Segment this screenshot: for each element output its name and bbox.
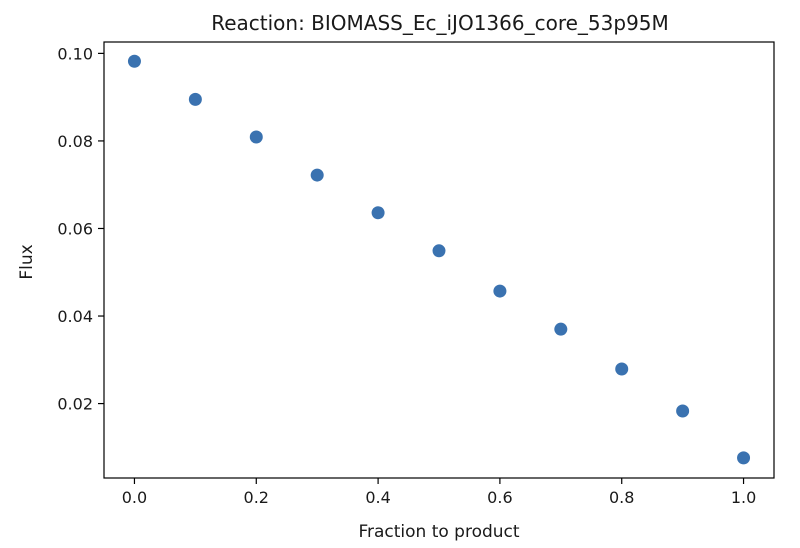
data-point — [493, 284, 507, 298]
y-axis-label: Flux — [17, 244, 37, 279]
y-tick-label: 0.06 — [57, 219, 93, 238]
data-point — [554, 322, 568, 336]
x-tick-label: 0.0 — [122, 488, 147, 507]
y-tick-label: 0.08 — [57, 132, 93, 151]
x-tick-label: 0.6 — [487, 488, 512, 507]
data-point — [615, 362, 629, 376]
chart-title: Reaction: BIOMASS_Ec_iJO1366_core_53p95M — [211, 11, 669, 35]
x-tick-label: 1.0 — [731, 488, 756, 507]
y-tick-label: 0.04 — [57, 307, 93, 326]
x-tick-label: 0.2 — [244, 488, 269, 507]
data-point — [737, 451, 751, 465]
data-point — [676, 404, 690, 418]
x-axis-ticks: 0.0 0.2 0.4 0.6 0.8 1.0 — [122, 478, 756, 507]
data-point — [127, 54, 141, 68]
x-tick-label: 0.4 — [365, 488, 390, 507]
data-points — [127, 54, 751, 465]
x-axis-label: Fraction to product — [358, 522, 519, 542]
y-tick-label: 0.10 — [57, 44, 93, 63]
plot-area — [103, 41, 775, 479]
data-point — [310, 168, 324, 182]
data-point — [371, 206, 385, 220]
data-point — [249, 130, 263, 144]
data-point — [188, 92, 202, 106]
x-tick-label: 0.8 — [609, 488, 634, 507]
y-tick-label: 0.02 — [57, 395, 93, 414]
data-point — [432, 244, 446, 258]
y-axis-ticks: 0.02 0.04 0.06 0.08 0.10 — [57, 44, 104, 414]
